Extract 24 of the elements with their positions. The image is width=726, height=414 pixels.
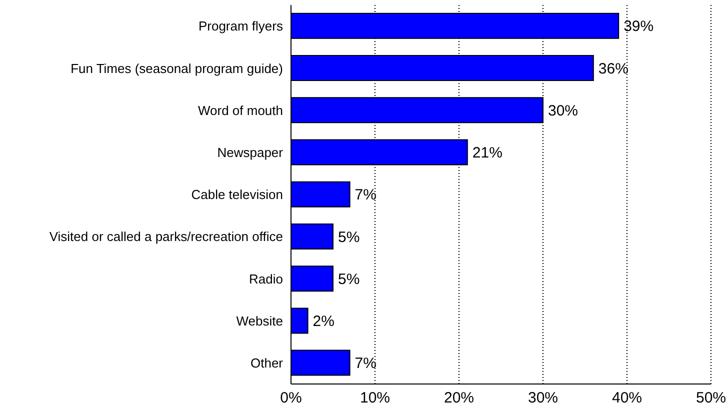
x-tick-label: 0% bbox=[280, 390, 302, 407]
x-tick-label: 20% bbox=[444, 390, 474, 407]
y-tick-label: Newspaper bbox=[217, 145, 284, 160]
x-tick-label: 40% bbox=[612, 390, 642, 407]
data-label: 21% bbox=[472, 144, 502, 162]
data-label: 39% bbox=[624, 18, 654, 36]
y-tick-label: Word of mouth bbox=[198, 102, 283, 118]
x-tick-label: 30% bbox=[528, 390, 558, 407]
y-tick-label: Fun Times (seasonal program guide) bbox=[70, 60, 283, 76]
data-label: 36% bbox=[598, 60, 628, 78]
y-tick-label: Program flyers bbox=[198, 18, 284, 34]
data-label: 7% bbox=[354, 355, 376, 372]
y-tick-label: Website bbox=[236, 313, 283, 328]
y-tick-label: Radio bbox=[249, 271, 283, 286]
data-label: 30% bbox=[548, 102, 578, 120]
x-tick-label: 10% bbox=[360, 390, 390, 407]
data-label: 2% bbox=[312, 313, 334, 330]
data-label: 7% bbox=[354, 186, 376, 204]
y-tick-label: Cable television bbox=[191, 187, 283, 202]
data-label: 5% bbox=[338, 270, 360, 288]
y-tick-label: Other bbox=[250, 356, 284, 371]
y-tick-label: Visited or called a parks/recreation office bbox=[49, 229, 283, 244]
x-tick-label: 50% bbox=[696, 390, 726, 407]
data-label: 5% bbox=[338, 228, 360, 246]
